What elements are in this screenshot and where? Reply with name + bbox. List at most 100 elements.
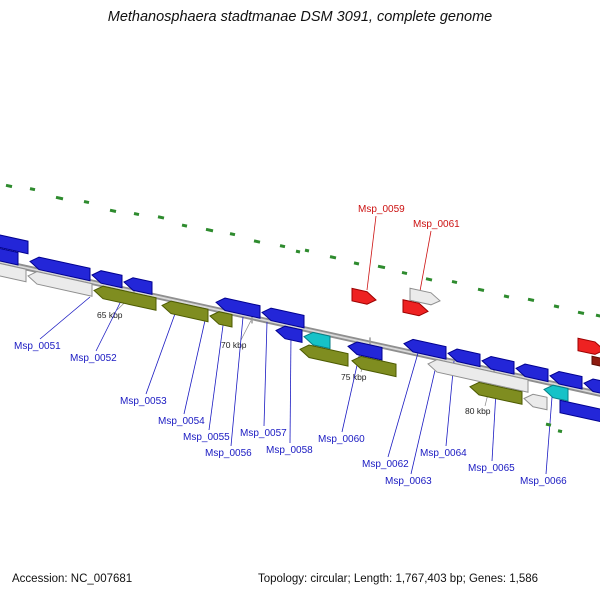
feature-tick <box>205 227 214 233</box>
feature-tick <box>377 264 386 270</box>
feature-tick <box>304 248 310 253</box>
feature-tick <box>253 239 261 244</box>
gene-arrow[interactable] <box>0 247 19 266</box>
gene-arrow[interactable] <box>427 359 529 393</box>
gene-label-leader <box>387 352 419 458</box>
feature-tick <box>5 183 13 189</box>
gene-arrow[interactable] <box>347 341 383 361</box>
gene-arrow[interactable] <box>402 299 429 317</box>
gene-label: Msp_0063 <box>385 476 432 487</box>
gene-label-leader <box>183 315 207 415</box>
gene-label: Msp_0066 <box>520 476 567 487</box>
gene-label-leader <box>208 317 225 431</box>
gene-label-leader <box>263 321 268 427</box>
gene-arrow[interactable] <box>215 297 261 319</box>
gene-arrow[interactable] <box>481 355 515 375</box>
gene-label: Msp_0056 <box>205 448 252 459</box>
gene-arrow[interactable] <box>549 370 583 390</box>
feature-tick <box>577 310 585 315</box>
genome-backbone-highlight <box>0 261 600 395</box>
gene-label: Msp_0057 <box>240 428 287 439</box>
gene-arrow[interactable] <box>591 355 600 367</box>
kbp-label: 65 kbp <box>97 310 123 320</box>
feature-tick <box>229 232 236 237</box>
kbp-label: 75 kbp <box>341 372 367 382</box>
gene-arrow[interactable] <box>0 262 27 283</box>
feature-tick <box>295 249 301 254</box>
accession-text: Accession: NC_007681 <box>12 573 133 585</box>
gene-arrow[interactable] <box>209 311 233 328</box>
gene-arrow[interactable] <box>123 277 153 296</box>
feature-tick <box>83 200 90 205</box>
gene-arrow[interactable] <box>469 381 523 405</box>
feature-tick <box>595 313 600 318</box>
feature-tick <box>477 287 485 292</box>
feature-tick <box>133 212 140 217</box>
feature-tick <box>425 277 433 282</box>
gene-arrow[interactable] <box>93 285 157 311</box>
gene-arrow[interactable] <box>409 287 441 306</box>
feature-tick <box>353 261 360 266</box>
map-title: Methanosphaera stadtmanae DSM 3091, comp… <box>107 9 493 25</box>
gene-label: Msp_0062 <box>362 459 409 470</box>
gene-label: Msp_0059 <box>358 204 405 215</box>
gene-label: Msp_0065 <box>468 463 515 474</box>
feature-tick <box>503 294 510 299</box>
kbp-tick-leader <box>240 320 252 341</box>
feature-tick <box>29 187 36 192</box>
gene-label-leader <box>289 334 292 444</box>
feature-tick <box>545 422 552 427</box>
gene-arrow[interactable] <box>447 348 481 368</box>
feature-tick <box>329 255 337 260</box>
feature-tick <box>451 279 458 285</box>
gene-arrow[interactable] <box>161 300 209 323</box>
feature-tick <box>55 195 64 201</box>
gene-label-leader <box>545 396 553 475</box>
feature-tick <box>279 244 286 249</box>
gene-label: Msp_0064 <box>420 448 467 459</box>
gene-arrow[interactable] <box>303 331 331 350</box>
gene-arrow[interactable] <box>351 287 377 305</box>
gene-arrow[interactable] <box>261 307 305 329</box>
feature-tick <box>553 304 560 309</box>
gene-arrow[interactable] <box>351 355 397 378</box>
gene-label-leader <box>491 390 497 462</box>
gene-arrow[interactable] <box>275 325 303 344</box>
feature-tick <box>181 223 188 228</box>
kbp-label: 80 kbp <box>465 406 491 416</box>
gene-arrow[interactable] <box>0 234 29 255</box>
kbp-label: 70 kbp <box>221 340 247 350</box>
gene-label: Msp_0058 <box>266 445 313 456</box>
feature-tick <box>527 297 535 302</box>
gene-arrow[interactable] <box>543 384 569 402</box>
gene-arrow[interactable] <box>299 344 349 367</box>
gene-label: Msp_0053 <box>120 396 167 407</box>
feature-tick <box>109 208 117 213</box>
gene-label: Msp_0051 <box>14 341 61 352</box>
gene-label-leader <box>230 316 244 447</box>
topology-text: Topology: circular; Length: 1,767,403 bp… <box>258 573 539 585</box>
gene-label: Msp_0061 <box>413 219 460 230</box>
gene-arrow[interactable] <box>91 270 123 289</box>
gene-arrow[interactable] <box>583 378 600 396</box>
gene-label: Msp_0054 <box>158 416 205 427</box>
gene-label-leader <box>366 215 377 291</box>
gene-arrow[interactable] <box>515 363 549 383</box>
gene-arrow[interactable] <box>29 256 91 282</box>
gene-label-leader <box>39 296 91 340</box>
gene-arrow[interactable] <box>523 393 548 411</box>
feature-tick <box>401 270 408 276</box>
gene-label: Msp_0052 <box>70 353 117 364</box>
gene-arrow[interactable] <box>403 338 447 360</box>
gene-arrow[interactable] <box>577 337 600 355</box>
gene-label-leader <box>410 365 437 475</box>
gene-label-leader <box>95 298 123 352</box>
gene-arrow[interactable] <box>27 271 93 297</box>
gene-label: Msp_0055 <box>183 432 230 443</box>
gene-arrow[interactable] <box>559 399 600 423</box>
gene-label: Msp_0060 <box>318 434 365 445</box>
feature-tick <box>557 429 563 434</box>
gene-label-leader <box>145 310 177 395</box>
